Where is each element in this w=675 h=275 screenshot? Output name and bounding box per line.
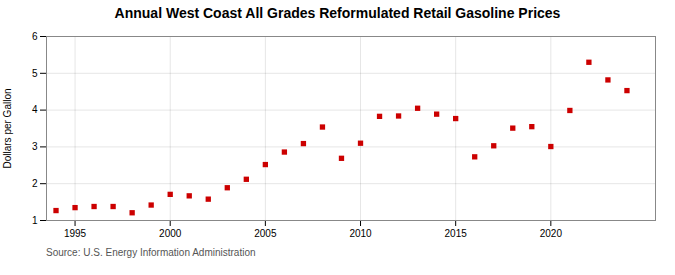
svg-text:2: 2 (32, 178, 38, 189)
svg-text:4: 4 (32, 104, 38, 115)
svg-text:2020: 2020 (540, 228, 563, 239)
svg-text:5: 5 (32, 68, 38, 79)
html-text:Source: U.S. Energy Informatio: Source: U.S. Energy Information Administ… (46, 247, 256, 258)
svg-text:6: 6 (32, 31, 38, 42)
svg-text:1: 1 (32, 215, 38, 226)
svg-text:2000: 2000 (159, 228, 182, 239)
svg-text:2010: 2010 (349, 228, 372, 239)
svg-text:Dollars per Gallon: Dollars per Gallon (2, 88, 13, 168)
svg-text:2005: 2005 (254, 228, 277, 239)
svg-text:3: 3 (32, 141, 38, 152)
html-text:Annual West Coast All Grades R: Annual West Coast All Grades Reformulate… (114, 5, 561, 21)
svg-text:2015: 2015 (445, 228, 468, 239)
svg-text:1995: 1995 (64, 228, 87, 239)
